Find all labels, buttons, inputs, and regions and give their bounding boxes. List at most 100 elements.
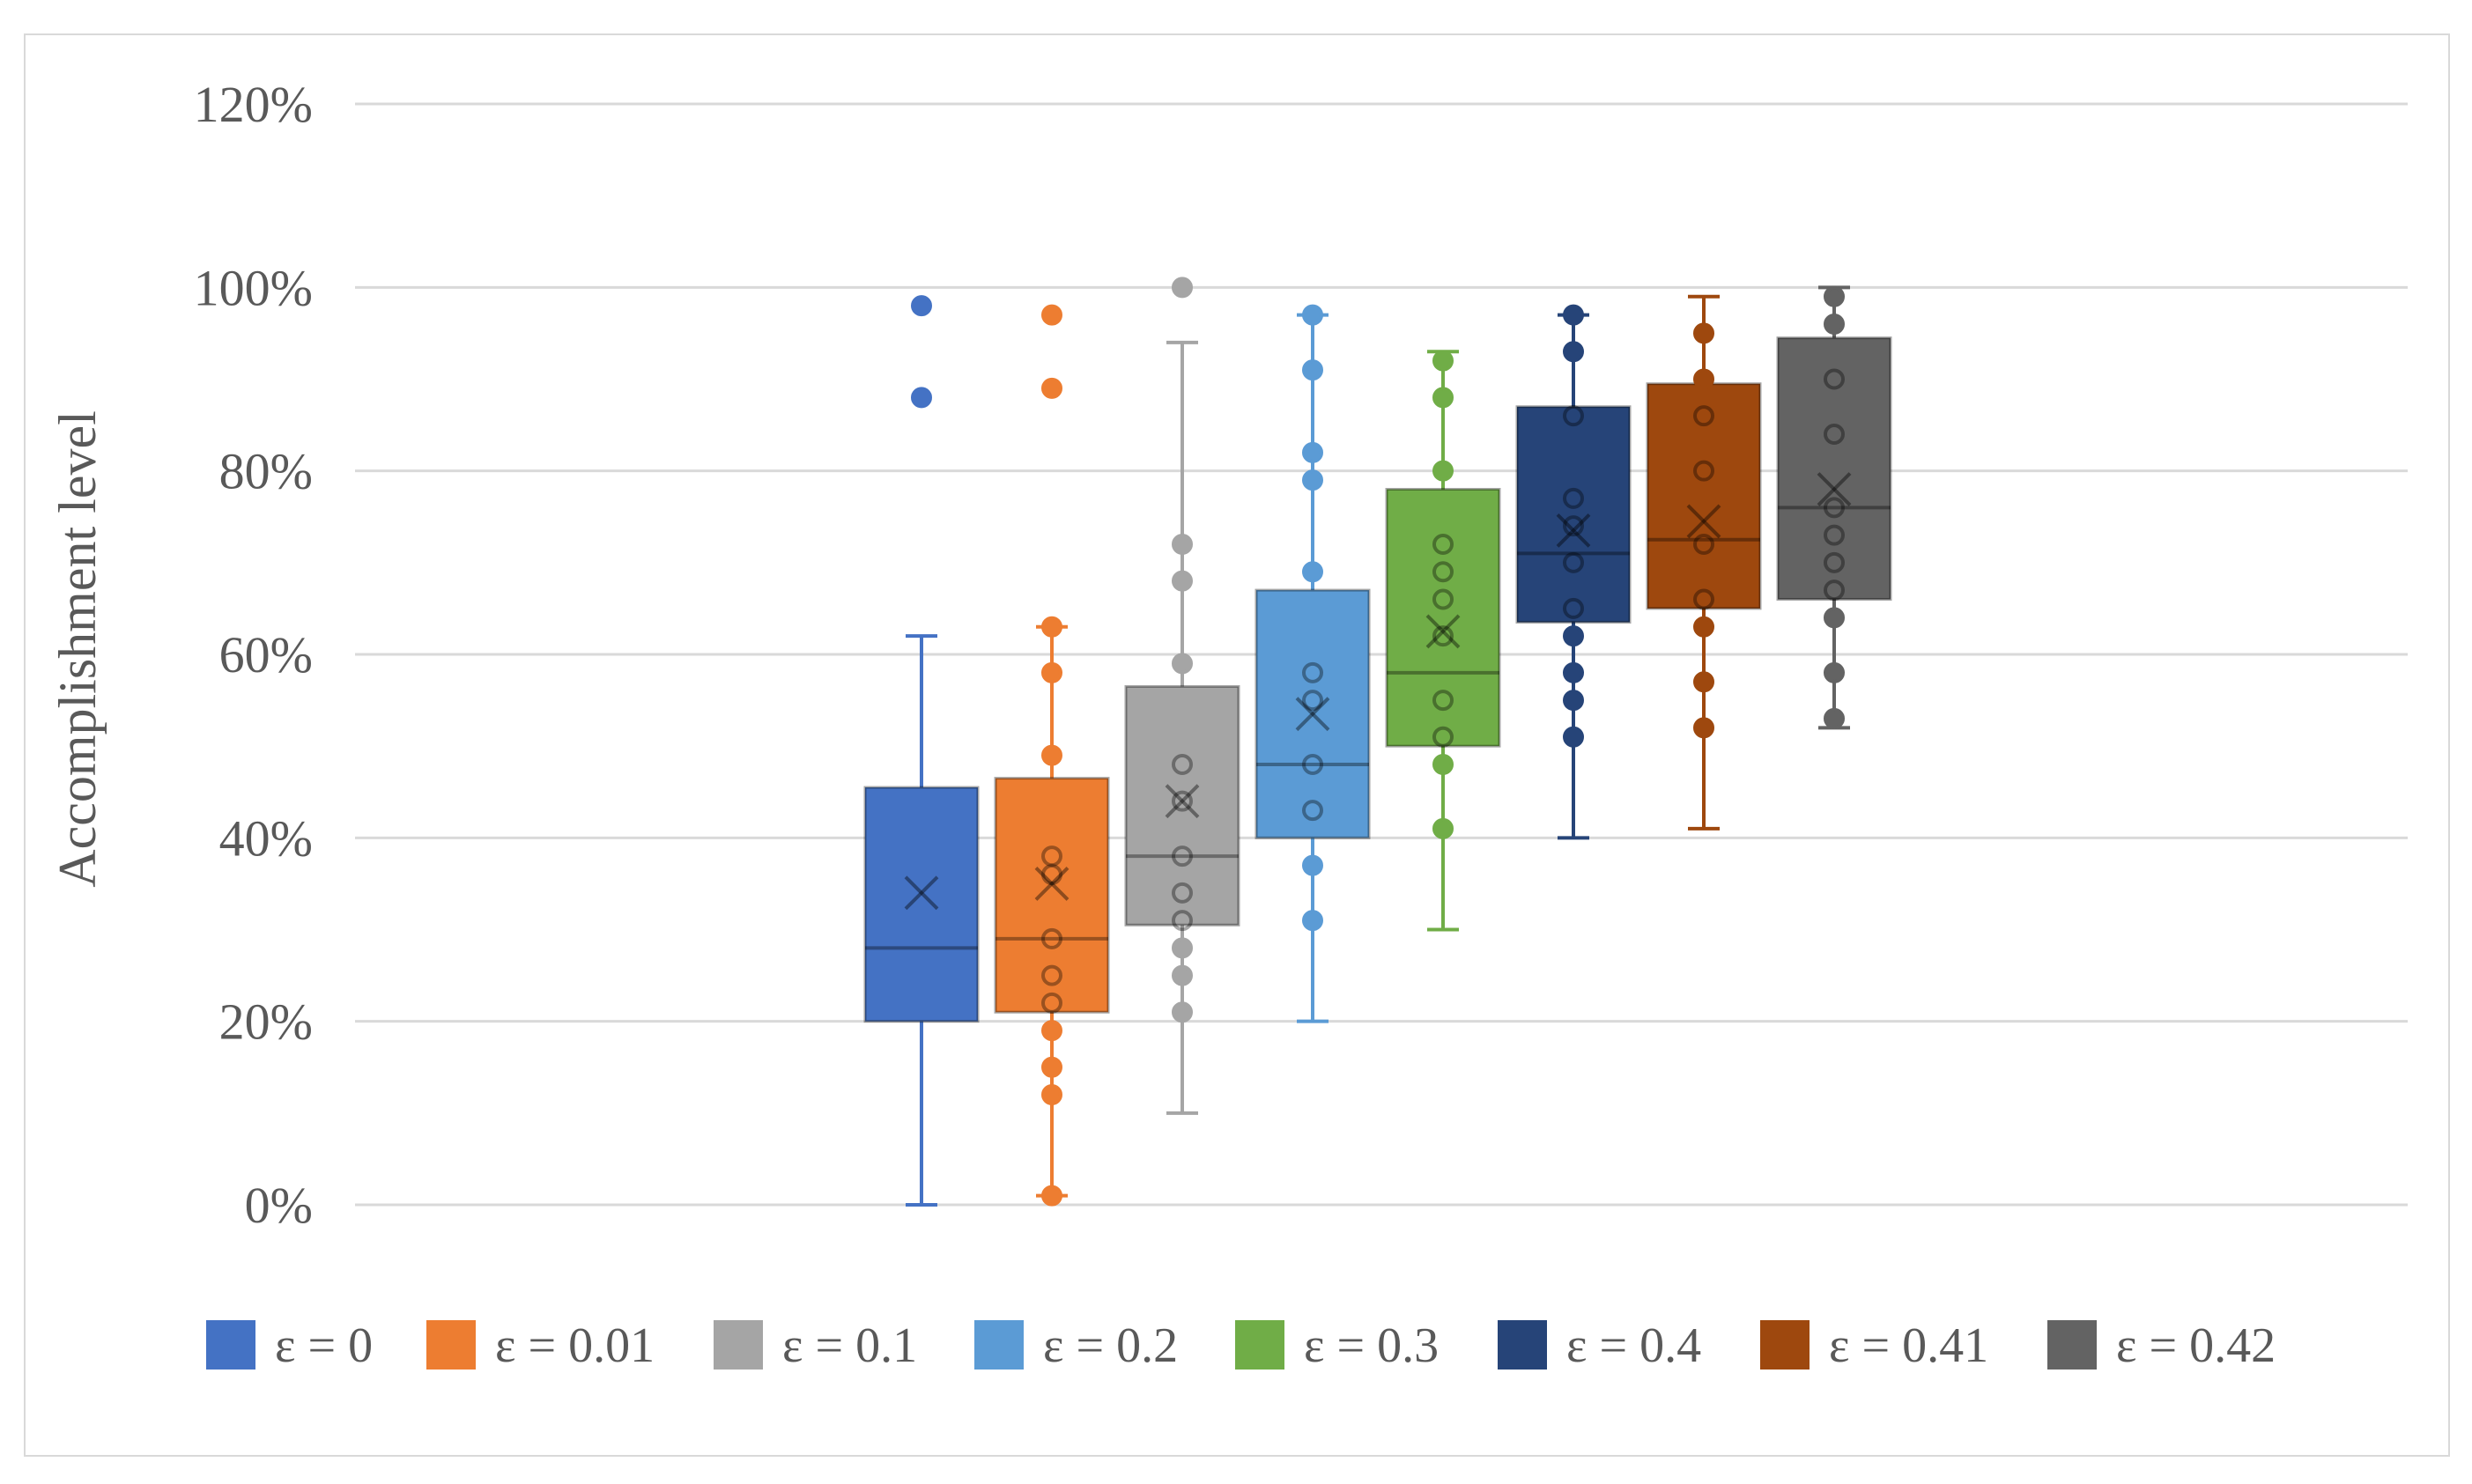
- data-point-inner: [1432, 588, 1454, 610]
- data-point-inner: [1563, 487, 1584, 509]
- data-point-outer: [1824, 707, 1845, 729]
- data-point-outer: [1041, 377, 1062, 399]
- legend-swatch: [206, 1320, 255, 1370]
- box-group: [994, 304, 1110, 1207]
- data-point-inner: [1302, 754, 1323, 775]
- data-point-outer: [1041, 1020, 1062, 1042]
- data-point-outer: [1172, 937, 1193, 959]
- box-group: [1255, 304, 1371, 1023]
- mean-marker: [1034, 867, 1069, 901]
- data-point-outer: [1432, 817, 1454, 839]
- box-iqr: [1515, 405, 1632, 624]
- legend-swatch: [2047, 1320, 2097, 1370]
- data-point-outer: [1302, 359, 1323, 381]
- legend-swatch: [714, 1320, 763, 1370]
- data-point-outer: [1172, 964, 1193, 986]
- data-point-inner: [1302, 800, 1323, 822]
- data-point-inner: [1824, 580, 1845, 602]
- data-point-outer: [1302, 854, 1323, 876]
- data-point-inner: [1824, 368, 1845, 390]
- data-point-outer: [1432, 350, 1454, 372]
- legend-label: ε = 0.41: [1829, 1318, 1988, 1373]
- box-iqr: [1385, 488, 1501, 748]
- y-tick-label: 80%: [219, 443, 313, 500]
- data-point-inner: [1824, 551, 1845, 573]
- legend-swatch: [1498, 1320, 1547, 1370]
- y-axis-ticks: 0% 20% 40% 60% 80% 100% 120%: [194, 76, 313, 1234]
- data-point-inner: [1432, 726, 1454, 748]
- data-point-inner: [1041, 864, 1062, 885]
- data-point-outer: [1302, 561, 1323, 583]
- data-point-inner: [1693, 534, 1714, 555]
- y-tick-label: 0%: [245, 1177, 313, 1234]
- mean-marker: [1425, 614, 1461, 649]
- data-point-inner: [1563, 405, 1584, 427]
- legend-label: ε = 0.1: [782, 1318, 917, 1373]
- data-point-outer: [1693, 717, 1714, 739]
- data-point-outer: [1302, 469, 1323, 491]
- mean-marker: [904, 875, 939, 911]
- box-group: [1646, 294, 1762, 831]
- legend-label: ε = 0.3: [1304, 1318, 1439, 1373]
- legend-label: ε = 0.2: [1043, 1318, 1178, 1373]
- data-point-outer: [1693, 322, 1714, 344]
- data-point-outer: [1432, 460, 1454, 482]
- legend: ε = 0 ε = 0.01 ε = 0.1 ε = 0.2 ε = 0.3 ε = 0.…: [206, 1318, 2276, 1373]
- mean-marker: [1817, 472, 1852, 506]
- data-point-outer: [1824, 607, 1845, 629]
- data-point-outer: [1563, 661, 1584, 683]
- data-point-outer: [1172, 277, 1193, 299]
- data-point-inner: [1824, 524, 1845, 546]
- data-point-outer: [1041, 616, 1062, 638]
- data-point-outer: [1302, 910, 1323, 932]
- data-point-outer: [1432, 754, 1454, 775]
- data-point-inner: [1172, 754, 1193, 775]
- data-point-outer: [1172, 1001, 1193, 1023]
- data-point-inner: [1041, 964, 1062, 986]
- data-point-outer: [911, 295, 932, 317]
- data-point-outer: [1693, 616, 1714, 638]
- box-series: [863, 277, 1892, 1207]
- y-tick-label: 20%: [219, 993, 313, 1051]
- mean-marker: [1686, 504, 1721, 539]
- data-point-inner: [1172, 845, 1193, 868]
- y-tick-label: 40%: [219, 809, 313, 867]
- data-point-outer: [1041, 661, 1062, 683]
- data-point-inner: [1563, 551, 1584, 573]
- mean-marker: [1165, 784, 1200, 819]
- data-point-outer: [1563, 341, 1584, 363]
- y-tick-label: 120%: [194, 76, 313, 133]
- data-point-inner: [1824, 424, 1845, 445]
- legend-item: ε = 0.42: [2047, 1318, 2276, 1373]
- data-point-inner: [1563, 597, 1584, 619]
- box-iqr: [1124, 684, 1240, 927]
- data-point-outer: [1041, 1084, 1062, 1105]
- data-point-inner: [1041, 845, 1062, 868]
- data-point-outer: [1563, 304, 1584, 326]
- data-point-outer: [911, 387, 932, 409]
- legend-item: ε = 0: [206, 1318, 373, 1373]
- data-point-inner: [1432, 561, 1454, 583]
- mean-marker: [904, 875, 939, 911]
- data-point-inner: [1432, 534, 1454, 555]
- mean-marker: [1034, 867, 1069, 901]
- data-point-inner: [1302, 690, 1323, 712]
- data-point-inner: [1432, 690, 1454, 712]
- data-point-outer: [1693, 368, 1714, 390]
- data-point-outer: [1172, 570, 1193, 592]
- legend-item: ε = 0.3: [1235, 1318, 1439, 1373]
- data-point-outer: [1302, 304, 1323, 326]
- legend-item: ε = 0.1: [714, 1318, 917, 1373]
- box-iqr: [1776, 336, 1892, 601]
- data-point-outer: [1824, 314, 1845, 335]
- data-point-outer: [1041, 1185, 1062, 1207]
- legend-label: ε = 0.42: [2116, 1318, 2276, 1373]
- mean-marker: [1295, 697, 1330, 732]
- gridlines: [355, 102, 2408, 1207]
- data-point-outer: [1563, 690, 1584, 712]
- data-point-inner: [1693, 588, 1714, 610]
- data-point-outer: [1041, 304, 1062, 326]
- legend-swatch: [1760, 1320, 1810, 1370]
- legend-swatch: [1235, 1320, 1284, 1370]
- data-point-outer: [1041, 1056, 1062, 1078]
